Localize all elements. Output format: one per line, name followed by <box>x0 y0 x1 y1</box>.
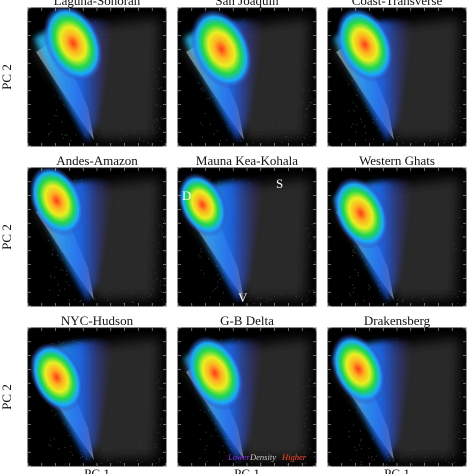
high-density-core <box>178 172 228 237</box>
panel-title: Andes-Amazon <box>56 153 138 168</box>
panel-ticks <box>177 327 317 467</box>
panel-ticks <box>327 167 467 307</box>
panel-title: Mauna Kea-Kohala <box>196 153 298 168</box>
high-density-core <box>29 342 84 412</box>
panel-ticks <box>27 7 167 147</box>
panel-title: Coast-Transverse <box>352 0 443 8</box>
legend-entry-density: Density <box>249 452 276 462</box>
legend: Lower Density Higher <box>227 452 307 462</box>
high-density-core <box>330 333 386 405</box>
panel-title: G-B Delta <box>220 313 274 328</box>
panel-laguna-sonoran: Laguna-Sonoran <box>27 0 167 147</box>
panel-drakensberg: Drakensberg <box>327 313 467 467</box>
panel-western-ghats: Western Ghats <box>327 153 467 307</box>
panel-coast-transverse: Coast-Transverse <box>327 0 467 147</box>
panel-ticks <box>27 167 167 307</box>
annotation-v: V <box>238 290 248 305</box>
annotation-s: S <box>276 176 283 191</box>
high-density-core <box>332 177 389 250</box>
x-axis-label: PC 1 <box>84 466 110 474</box>
panel-ticks <box>327 327 467 467</box>
panel-title: Laguna-Sonoran <box>54 0 141 8</box>
x-axis-label: PC 1 <box>384 466 410 474</box>
legend-entry-higher: Higher <box>281 452 307 462</box>
panel-title: Western Ghats <box>359 153 435 168</box>
high-density-core <box>185 335 244 411</box>
panel-title: Drakensberg <box>364 313 431 328</box>
panel-ticks <box>177 7 317 147</box>
y-axis-label: PC 2 <box>0 64 14 90</box>
x-axis-label: PC 1 <box>234 466 260 474</box>
annotation-d: D <box>182 188 191 203</box>
panel-ticks <box>27 327 167 467</box>
high-density-core <box>29 168 85 237</box>
high-density-core <box>43 8 104 82</box>
high-density-core <box>335 8 394 83</box>
panel-g-b-delta: G-B Delta Lower Density Higher <box>177 313 317 467</box>
y-axis-label: PC 2 <box>0 224 14 250</box>
panel-title: San Joaquin <box>215 0 279 8</box>
panel-title: NYC-Hudson <box>61 313 134 328</box>
panel-san-joaquin: San Joaquin <box>177 0 317 147</box>
panel-ticks <box>327 7 467 147</box>
high-density-core <box>190 8 253 90</box>
panel-ticks <box>177 167 317 307</box>
legend-entry-lower: Lower <box>227 452 250 462</box>
panel-mauna-kea-kohala: Mauna Kea-Kohala D S V <box>177 153 317 307</box>
panel-andes-amazon: Andes-Amazon <box>27 153 167 307</box>
y-axis-label: PC 2 <box>0 384 14 410</box>
panel-nyc-hudson: NYC-Hudson <box>27 313 167 467</box>
